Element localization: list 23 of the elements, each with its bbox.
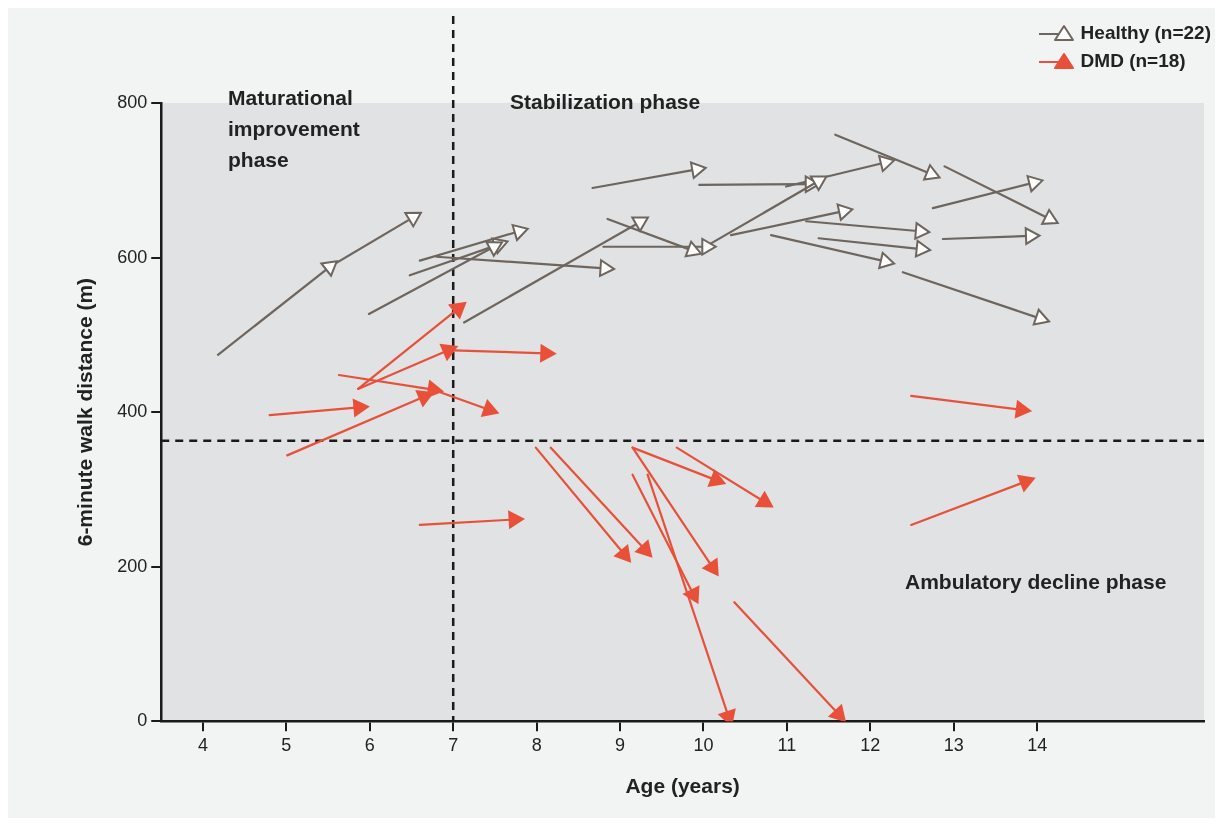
- x-tick-label: 14: [1027, 734, 1048, 755]
- x-tick-label: 7: [448, 734, 459, 755]
- x-tick-label: 11: [777, 734, 797, 755]
- x-tick-label: 5: [281, 734, 292, 755]
- x-tick-label: 8: [531, 734, 542, 755]
- y-tick-label: 800: [117, 91, 148, 112]
- x-tick-label: 10: [693, 734, 714, 755]
- y-tick-label: 0: [137, 710, 148, 731]
- annotation: Stabilization phase: [510, 89, 702, 115]
- x-axis-title: Age (years): [625, 774, 740, 798]
- x-tick-label: 12: [860, 734, 881, 755]
- x-tick-label: 13: [943, 734, 964, 755]
- x-tick-label: 6: [364, 734, 375, 755]
- legend-label: DMD (n=18): [1080, 50, 1186, 72]
- y-tick-label: 400: [117, 401, 148, 422]
- annotation: Maturational improvement phase: [228, 85, 361, 173]
- y-axis-title: 6-minute walk distance (m): [73, 277, 97, 547]
- y-tick-label: 600: [117, 246, 148, 267]
- legend-label: Healthy (n=22): [1080, 22, 1211, 44]
- x-tick-label: 9: [615, 734, 626, 755]
- annotation: Ambulatory decline phase: [905, 569, 1168, 595]
- x-tick-label: 4: [197, 734, 208, 755]
- y-tick-label: 200: [117, 555, 148, 576]
